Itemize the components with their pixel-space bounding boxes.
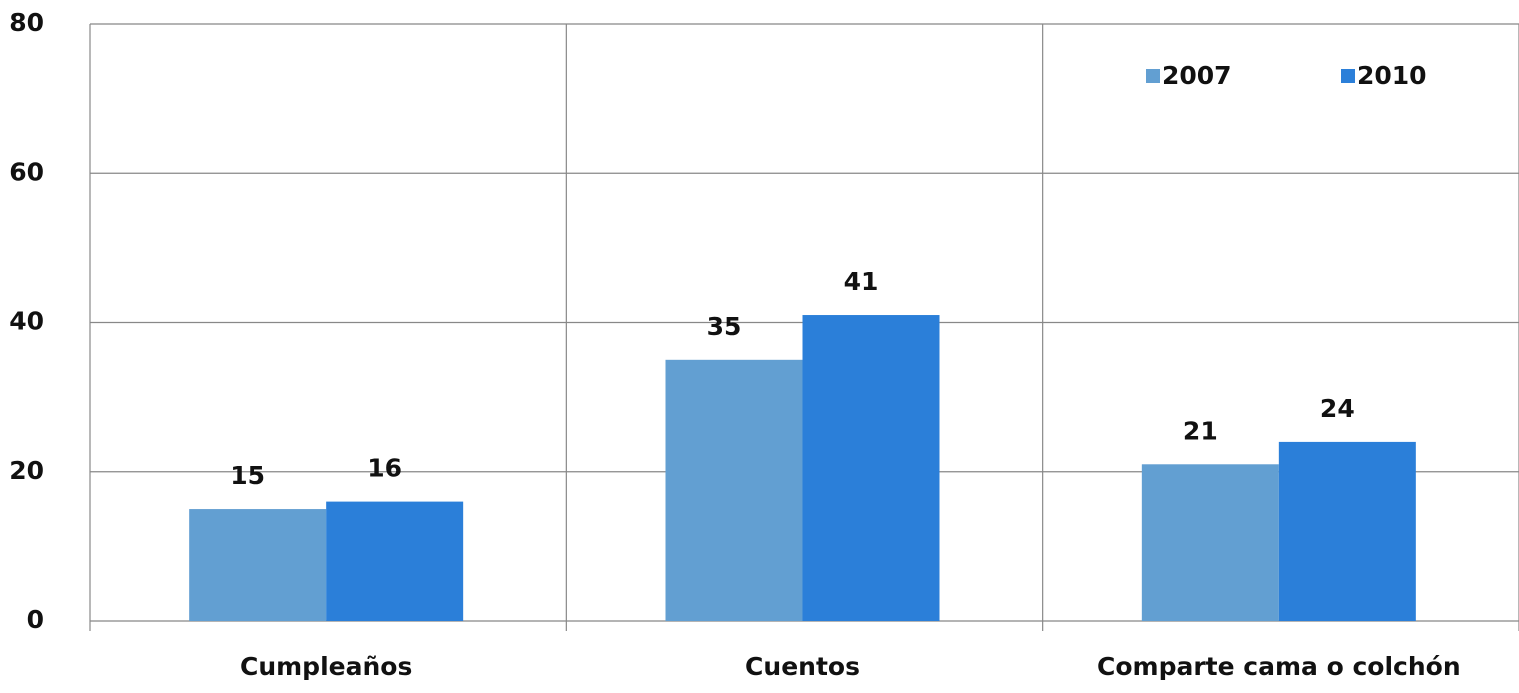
- bar: [189, 509, 327, 621]
- y-tick-label: 20: [9, 456, 44, 485]
- x-tick-label: Cumpleaños: [240, 652, 412, 681]
- data-label: 41: [844, 267, 879, 296]
- bar: [802, 315, 940, 621]
- legend-label: 2010: [1357, 61, 1427, 90]
- bar: [326, 501, 464, 621]
- y-tick-label: 80: [9, 8, 44, 37]
- data-label: 16: [367, 454, 402, 483]
- bar: [1141, 464, 1279, 621]
- bar: [1278, 441, 1416, 621]
- data-label: 35: [707, 312, 742, 341]
- data-label: 21: [1183, 416, 1218, 445]
- y-tick-label: 0: [27, 605, 44, 634]
- y-tick-label: 60: [9, 157, 44, 186]
- legend-label: 2007: [1162, 61, 1232, 90]
- bar: [665, 359, 803, 621]
- data-label: 24: [1320, 394, 1355, 423]
- x-tick-label: Comparte cama o colchón: [1097, 652, 1461, 681]
- data-label: 15: [230, 461, 265, 490]
- legend-swatch: [1146, 69, 1160, 83]
- y-tick-label: 40: [9, 307, 44, 336]
- x-tick-label: Cuentos: [745, 652, 860, 681]
- legend-swatch: [1341, 69, 1355, 83]
